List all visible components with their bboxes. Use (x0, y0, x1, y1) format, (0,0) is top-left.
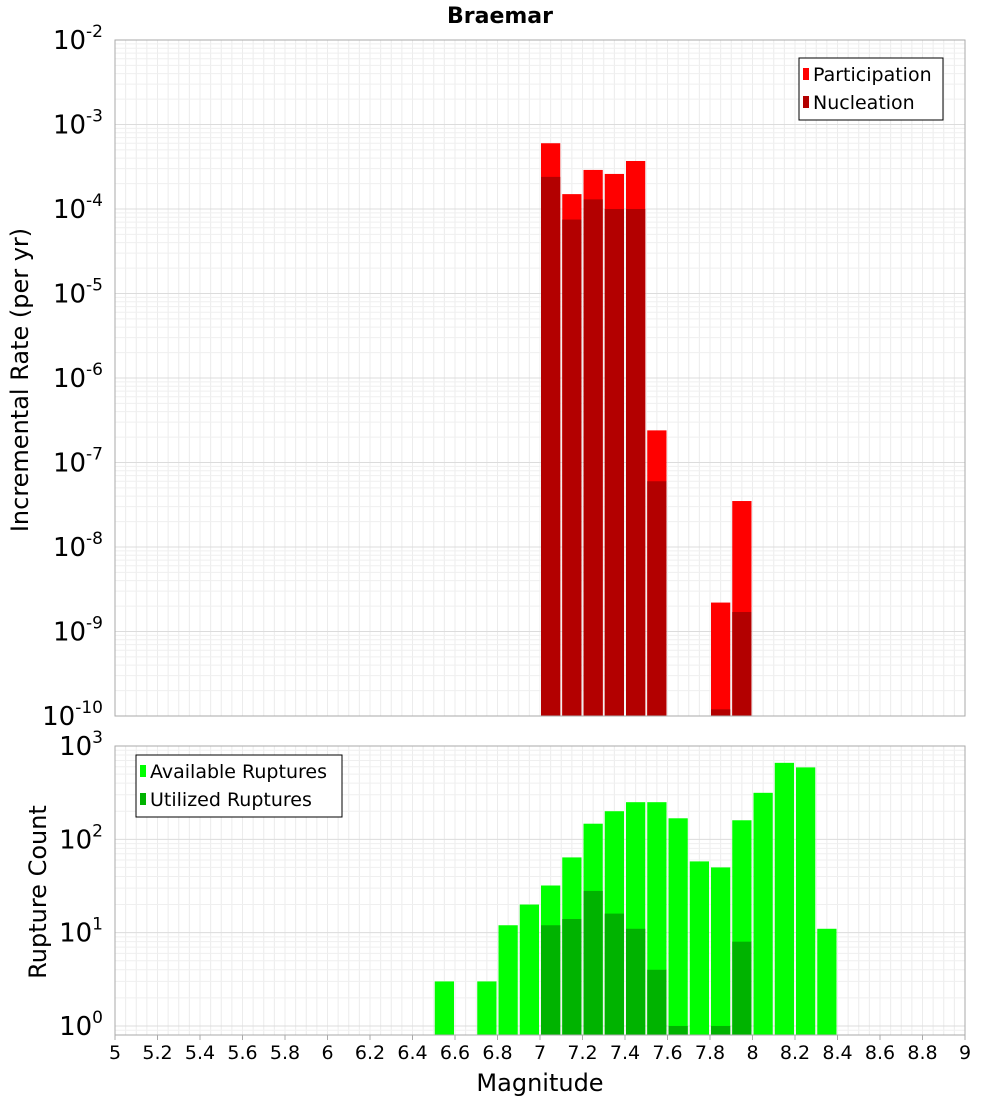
top-y-tick-label: 10-6 (53, 360, 103, 394)
bottom-bar-series-1 (498, 925, 518, 1035)
top-bar-series-2 (626, 209, 646, 716)
top-y-tick-label: 10-4 (53, 191, 103, 225)
bottom-legend-box (135, 754, 343, 818)
x-tick-label: 6.2 (355, 1042, 385, 1064)
bottom-legend-swatch (140, 765, 146, 777)
x-tick-label: 7.4 (610, 1042, 640, 1064)
x-tick-label: 8.2 (780, 1042, 810, 1064)
bottom-bar-series-1 (711, 867, 731, 1035)
bottom-bar-series-1 (753, 792, 773, 1035)
top-bar-series-2 (541, 176, 561, 717)
x-tick-label: 6.6 (440, 1042, 470, 1064)
top-y-tick-label: 10-10 (42, 698, 103, 732)
chart-title: Braemar (447, 4, 553, 29)
x-tick-label: 8.6 (865, 1042, 895, 1064)
x-tick-label: 8 (746, 1042, 758, 1064)
bottom-bar-series-1 (774, 762, 794, 1035)
bottom-bar-series-1 (434, 981, 454, 1035)
bottom-bar-series-2 (647, 969, 667, 1035)
top-legend: Participation Nucleation (798, 57, 944, 121)
bottom-bar-series-2 (626, 928, 646, 1035)
x-tick-label: 7 (534, 1042, 546, 1064)
top-y-axis-label: Incremental Rate (per yr) (6, 228, 34, 532)
top-y-tick-label: 10-8 (53, 529, 103, 563)
bottom-y-tick-label: 103 (59, 728, 103, 762)
x-tick-label: 5.4 (185, 1042, 215, 1064)
bottom-bar-series-2 (668, 1025, 688, 1035)
bottom-bar-series-1 (796, 767, 816, 1035)
top-plot-frame (114, 39, 966, 717)
top-y-tick-label: 10-9 (53, 614, 103, 648)
x-tick-label: 5.2 (142, 1042, 172, 1064)
x-tick-label: 7.8 (695, 1042, 725, 1064)
bottom-bar-series-2 (732, 941, 752, 1035)
top-legend-swatch (803, 96, 809, 108)
x-axis-label: Magnitude (476, 1069, 603, 1097)
x-tick-label: 8.4 (822, 1042, 852, 1064)
top-grid (114, 39, 966, 717)
top-bar-series-2 (604, 209, 624, 716)
bottom-bar-series-1 (477, 981, 497, 1035)
bottom-legend: Available Ruptures Utilized Ruptures (135, 754, 343, 818)
bottom-bar-series-1 (817, 928, 837, 1035)
bottom-bar-series-2 (541, 925, 561, 1035)
top-y-tick-label: 10-7 (53, 445, 103, 479)
bottom-bar-series-2 (562, 919, 582, 1035)
top-bar-series-2 (583, 199, 603, 717)
bottom-legend-swatch (140, 793, 146, 805)
bottom-bar-series-1 (689, 861, 709, 1035)
x-tick-label: 9 (959, 1042, 971, 1064)
bottom-y-axis-label: Rupture Count (24, 805, 52, 979)
bottom-bars (434, 762, 837, 1035)
top-bar-series-2 (647, 481, 667, 716)
bottom-y-tick-label: 102 (59, 821, 103, 855)
bottom-y-tick-label: 101 (59, 915, 103, 949)
bottom-bar-series-2 (604, 913, 624, 1035)
x-tick-label: 5 (109, 1042, 121, 1064)
bottom-bar-series-1 (668, 818, 688, 1035)
bottom-bar-series-2 (583, 890, 603, 1035)
x-tick-label: 6.8 (482, 1042, 512, 1064)
top-bar-series-2 (562, 219, 582, 717)
bottom-bar-series-2 (711, 1025, 731, 1035)
top-bars (541, 143, 752, 717)
x-tick-label: 6 (321, 1042, 333, 1064)
top-bar-series-2 (732, 612, 752, 716)
bottom-y-tick-label: 100 (59, 1008, 103, 1042)
x-tick-label: 5.6 (227, 1042, 257, 1064)
x-tick-label: 5.8 (270, 1042, 300, 1064)
top-legend-label: Nucleation (813, 92, 915, 114)
top-y-tick-label: 10-3 (53, 107, 103, 141)
bottom-bar-series-1 (519, 904, 539, 1035)
top-legend-box (798, 57, 944, 121)
top-bar-series-1 (711, 602, 731, 716)
top-y-tick-label: 10-2 (53, 22, 103, 56)
x-tick-label: 6.4 (397, 1042, 427, 1064)
bottom-legend-label: Utilized Ruptures (150, 789, 312, 811)
top-legend-swatch (803, 68, 809, 80)
x-tick-label: 7.2 (567, 1042, 597, 1064)
top-bar-series-2 (711, 709, 731, 716)
bottom-legend-label: Available Ruptures (150, 761, 327, 783)
x-tick-label: 8.8 (907, 1042, 937, 1064)
x-tick-label: 7.6 (652, 1042, 682, 1064)
top-legend-label: Participation (813, 64, 932, 86)
top-y-tick-label: 10-5 (53, 276, 103, 310)
